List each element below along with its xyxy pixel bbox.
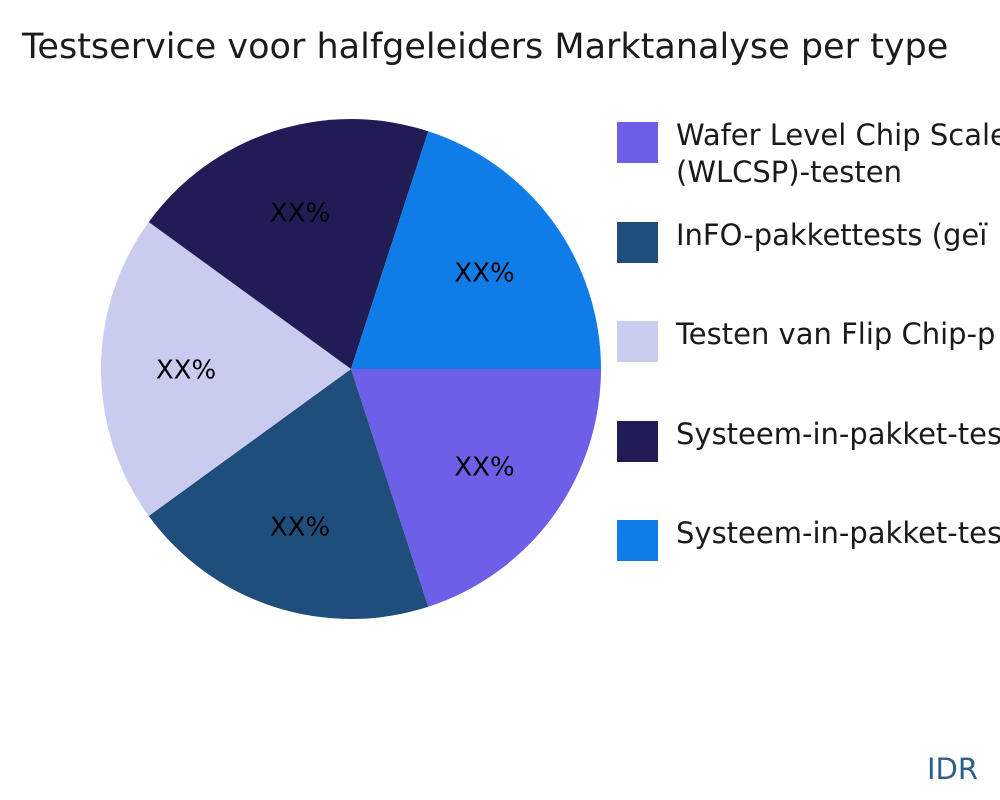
- pie-slice-label-3: XX%: [156, 355, 216, 385]
- pie-slice-label-1: XX%: [454, 452, 514, 482]
- legend-label-2: InFO-pakkettests (geï: [676, 217, 988, 252]
- legend-item-5: Systeem-in-pakket-tes: [617, 516, 1000, 561]
- pie-slice-label-2: XX%: [270, 512, 330, 542]
- pie-slice-5: [351, 131, 601, 369]
- pie-slice-label-5: XX%: [454, 258, 514, 288]
- legend-swatch-5: [617, 520, 658, 561]
- legend-item-3: Testen van Flip Chip-p: [617, 317, 995, 362]
- chart-title: Testservice voor halfgeleiders Marktanal…: [22, 27, 949, 67]
- legend-swatch-1: [617, 122, 658, 163]
- legend-label-4: Systeem-in-pakket-tes: [676, 416, 1000, 451]
- legend-swatch-3: [617, 321, 658, 362]
- watermark-idr: IDR: [927, 752, 979, 786]
- pie-slice-1: [351, 369, 601, 607]
- legend-label-5: Systeem-in-pakket-tes: [676, 516, 1000, 550]
- pie-slice-2: [148, 369, 429, 619]
- pie-chart: XX% XX% XX% XX% XX%: [101, 119, 601, 619]
- legend-item-1: Wafer Level Chip Scale (WLCSP)-testen: [617, 118, 1000, 191]
- legend-swatch-2: [617, 221, 658, 263]
- legend-label-1: Wafer Level Chip Scale (WLCSP)-testen: [676, 118, 1000, 189]
- legend-label-3: Testen van Flip Chip-p: [676, 317, 996, 351]
- pie-slice-3: [101, 222, 352, 516]
- legend-item-4: Systeem-in-pakket-tes: [617, 417, 1000, 462]
- pie-slice-label-4: XX%: [270, 198, 330, 228]
- legend-item-2: InFO-pakkettests (geï: [617, 218, 987, 263]
- pie-slice-4: [148, 119, 429, 370]
- legend-swatch-4: [617, 420, 658, 462]
